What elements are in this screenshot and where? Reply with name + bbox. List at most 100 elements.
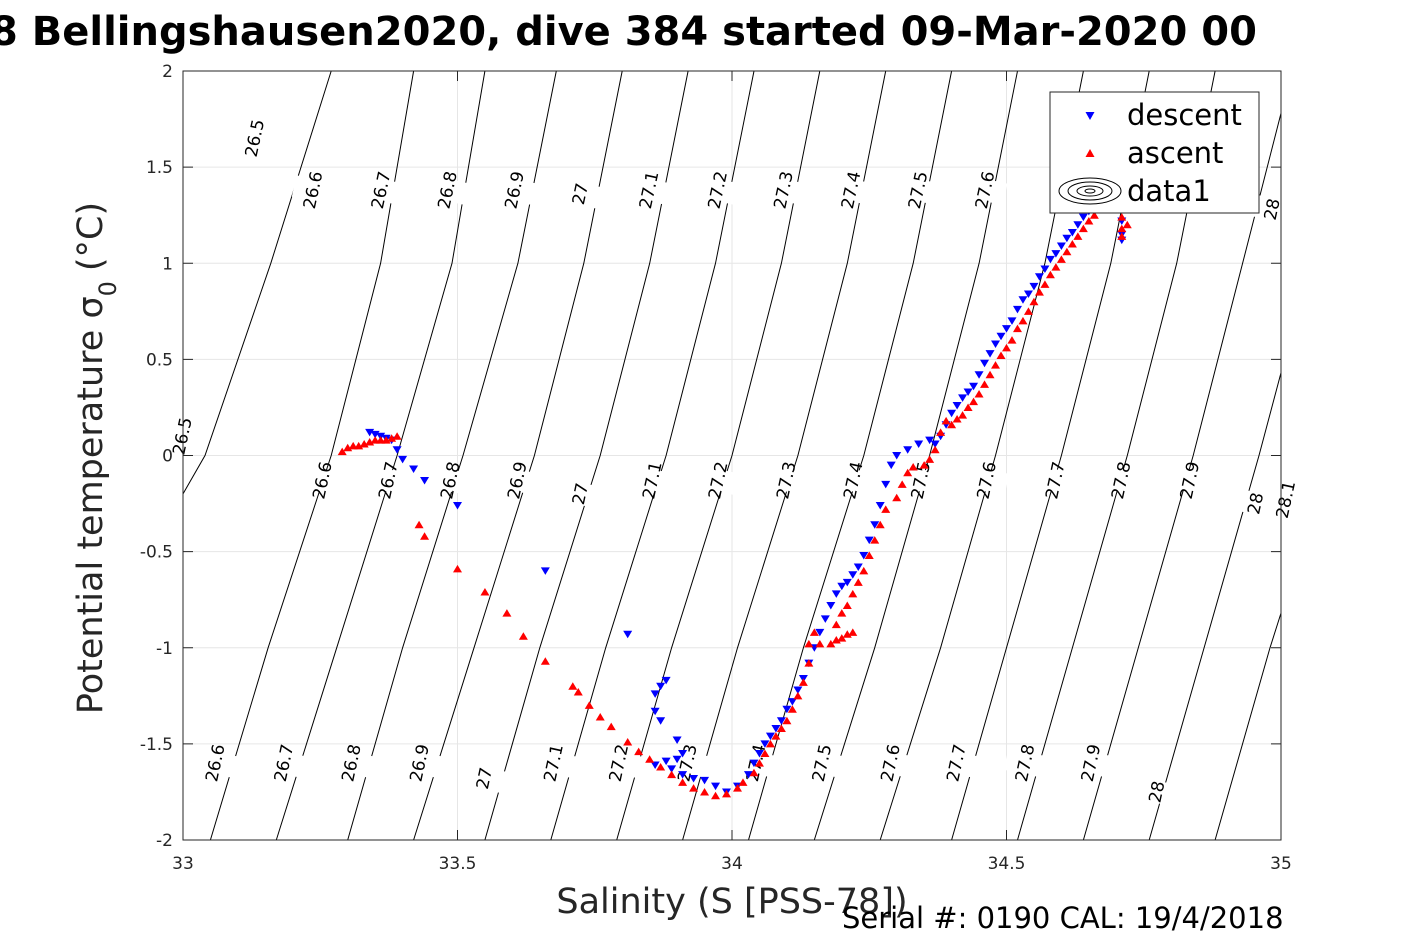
isopycnal-label-mask	[896, 175, 941, 206]
ascent-point	[1117, 213, 1127, 221]
ascent-point	[1012, 324, 1022, 333]
ascent-point	[793, 691, 803, 700]
ascent-point	[584, 701, 594, 709]
y-axis-label-unit: (°C)	[71, 202, 111, 271]
isopycnal-label-mask	[597, 748, 642, 779]
x-axis-label: Salinity (S [PSS-78])	[556, 882, 907, 922]
descent-point	[661, 757, 671, 766]
x-tick-label: 33	[172, 854, 194, 874]
descent-point	[650, 707, 660, 716]
legend-ascent-marker	[1085, 149, 1095, 157]
descent-point	[1012, 305, 1022, 314]
descent-point	[776, 717, 786, 725]
isopycnal-label-mask	[1135, 777, 1180, 807]
isopycnal-label-mask	[832, 465, 876, 496]
descent-point	[672, 755, 682, 764]
descent-point	[1040, 265, 1050, 274]
ascent-point	[480, 587, 490, 596]
y-tick-label: 0.5	[146, 350, 173, 370]
isopycnal-label-mask	[631, 465, 675, 496]
ascent-point	[870, 536, 880, 544]
y-tick-label: 1.5	[146, 158, 173, 178]
ascent-point	[343, 443, 353, 452]
ascent-point	[540, 657, 550, 665]
ascent-point	[804, 639, 814, 648]
descent-point	[711, 782, 721, 791]
isopycnal-label-mask	[262, 748, 307, 779]
descent-point	[963, 388, 973, 397]
ascent-point	[903, 468, 913, 477]
isopycnal-label-mask	[291, 175, 336, 206]
ascent-point	[711, 791, 721, 800]
ascent-point	[947, 420, 957, 429]
y-tick-label: 2	[162, 62, 173, 82]
descent-point	[453, 501, 462, 510]
ascent-point	[1117, 232, 1127, 240]
descent-point	[886, 461, 896, 470]
legend-ascent-label: ascent	[1127, 136, 1223, 170]
isopycnal-label-mask	[367, 465, 411, 496]
ascent-point	[722, 789, 732, 798]
descent-point	[787, 698, 797, 706]
isopycnal-label-mask	[398, 748, 443, 779]
descent-point	[656, 682, 666, 691]
ascent-point	[365, 438, 375, 446]
descent-point	[1029, 282, 1039, 291]
descent-point	[678, 749, 688, 758]
isopycnal-label-mask	[559, 179, 603, 209]
ascent-point	[892, 493, 902, 502]
legend-box	[1049, 91, 1260, 214]
ascent-point	[1040, 280, 1050, 288]
y-tick-label: 0	[162, 447, 173, 467]
ascent-point	[392, 432, 402, 440]
descent-point	[1056, 242, 1066, 250]
ascent-point	[837, 609, 847, 617]
ascent-point	[930, 445, 940, 454]
descent-point	[749, 759, 759, 768]
ascent-point	[859, 566, 869, 575]
ascent-point	[760, 749, 770, 757]
ascent-point	[678, 778, 688, 786]
descent-point	[831, 590, 841, 598]
ascent-point	[881, 505, 891, 513]
isopycnal-label-mask	[765, 465, 809, 496]
ascent-point	[952, 414, 962, 423]
descent-point	[947, 409, 957, 418]
ascent-point	[787, 705, 797, 713]
ascent-point	[732, 784, 742, 792]
isopycnal-label: 27	[473, 766, 497, 791]
isopycnal-label-mask	[426, 175, 471, 206]
ascent-point	[941, 416, 951, 425]
descent-point	[925, 436, 935, 445]
y-axis-label-main: Potential temperature σ	[71, 296, 111, 714]
descent-point	[1051, 250, 1061, 258]
isopycnal-26.5	[182, 70, 332, 495]
descent-point	[1023, 290, 1033, 299]
ascent-point	[809, 628, 819, 636]
ascent-point	[700, 787, 710, 796]
y-axis-label-subscript: 0	[94, 281, 122, 296]
descent-point	[420, 476, 430, 485]
ascent-point	[1029, 297, 1039, 306]
descent-point	[930, 440, 940, 448]
x-tick-label: 34.5	[988, 854, 1026, 874]
isopycnal-label-mask	[1168, 465, 1213, 496]
ascent-point	[771, 732, 781, 740]
isopycnal-label-mask	[666, 748, 710, 779]
ascent-point	[502, 609, 512, 617]
ascent-point	[837, 634, 847, 642]
descent-point	[650, 761, 660, 770]
isopycnal-label-mask	[359, 175, 404, 206]
descent-point	[1007, 317, 1017, 325]
isopycnal-label-mask	[829, 175, 874, 206]
isopycnal-label-mask	[233, 123, 278, 154]
ascent-point	[1084, 216, 1094, 225]
descent-point	[1045, 255, 1055, 264]
descent-point	[754, 749, 764, 758]
isopycnal-label-mask	[1250, 194, 1295, 225]
descent-point	[1062, 234, 1072, 243]
ascent-point	[689, 784, 699, 792]
descent-point	[650, 690, 660, 698]
ascent-point	[864, 551, 874, 559]
isopycnal-label: 27	[569, 481, 593, 506]
